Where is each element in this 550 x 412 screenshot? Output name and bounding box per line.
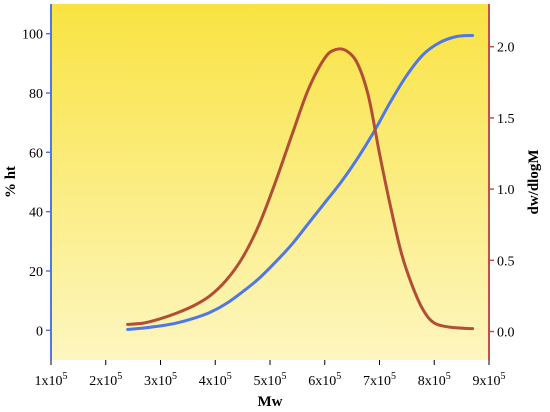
- x-tick-label: 3x105: [144, 371, 177, 389]
- x-tick-label: 7x105: [363, 371, 396, 389]
- right-y-tick-label: 0.5: [497, 254, 515, 269]
- right-y-axis: 0.0 0.5 1.0 1.5 2.0: [489, 41, 515, 341]
- distribution-series-line: [126, 47, 475, 331]
- x-tick-label: 9x105: [473, 371, 506, 389]
- x-tick-label: 2x105: [89, 371, 122, 389]
- x-tick-label: 6x105: [308, 371, 341, 389]
- left-y-axis: 0 20 40 60 80 100: [22, 28, 51, 339]
- left-y-tick-label: 60: [29, 146, 43, 161]
- plot-area: [51, 4, 489, 360]
- x-tick-label: 5x105: [254, 371, 287, 389]
- cumulative-series-line: [126, 33, 475, 331]
- right-y-tick-label: 0.0: [497, 326, 515, 341]
- x-axis: 1x105 2x105 3x105 4x105 5x105 6x105 7x105 8x105…: [35, 360, 506, 389]
- right-y-tick-label: 1.5: [497, 112, 515, 127]
- right-y-axis-label: dw/dlogM: [526, 149, 542, 214]
- left-y-tick-label: 0: [36, 324, 43, 339]
- right-y-tick-label: 2.0: [497, 41, 515, 56]
- x-tick-label: 1x105: [35, 371, 68, 389]
- left-y-tick-label: 80: [29, 87, 43, 102]
- left-y-tick-label: 100: [22, 28, 43, 43]
- x-axis-label: Mw: [258, 394, 283, 410]
- left-y-tick-label: 20: [29, 265, 43, 280]
- series-group: [126, 33, 475, 331]
- left-y-tick-label: 40: [29, 206, 43, 221]
- x-tick-label: 8x105: [418, 371, 451, 389]
- x-tick-label: 4x105: [199, 371, 232, 389]
- right-y-tick-label: 1.0: [497, 183, 515, 198]
- left-y-axis-label: % ht: [3, 166, 19, 198]
